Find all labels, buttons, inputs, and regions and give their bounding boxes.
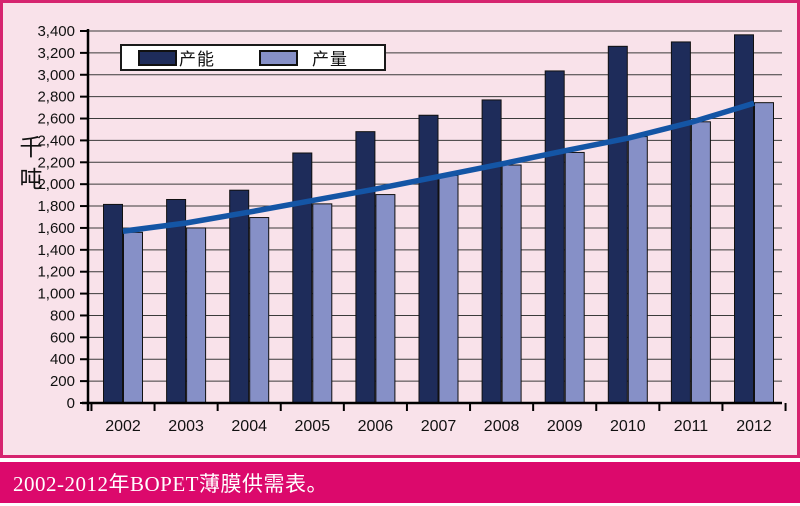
y-tick-label: 2,600 <box>37 111 75 128</box>
capacity-bar-2008 <box>481 99 502 404</box>
y-tick-label: 200 <box>50 373 75 390</box>
y-tick-label: 1,800 <box>37 198 75 215</box>
capacity-bar-2011 <box>670 41 691 404</box>
y-tick-label: 3,000 <box>37 67 75 84</box>
x-tick-label: 2004 <box>231 418 267 435</box>
capacity-bar-2012 <box>734 34 754 404</box>
trend-line <box>122 100 755 234</box>
output-bar-2002 <box>123 231 143 404</box>
y-tick-label: 1,400 <box>37 242 75 259</box>
y-tick-label: 800 <box>50 307 75 324</box>
capacity-label: 产能 <box>179 50 215 69</box>
legend-item-capacity: 产能 <box>138 45 215 70</box>
y-tick-label: 0 <box>67 395 75 412</box>
x-tick-label: 2008 <box>484 418 520 435</box>
x-tick-label: 2010 <box>610 418 646 435</box>
output-bar-2004 <box>249 217 270 404</box>
output-bar-2003 <box>186 227 207 404</box>
output-bar-2008 <box>501 164 522 404</box>
capacity-bar-2003 <box>166 198 187 404</box>
legend: 产能 产量 <box>120 44 386 71</box>
output-bar-2012 <box>754 102 774 404</box>
y-tick-label: 2,400 <box>37 132 75 149</box>
output-bar-2005 <box>312 203 333 404</box>
caption-bar: 2002-2012年BOPET薄膜供需表。 <box>0 462 800 503</box>
y-axis-title: 千吨 <box>16 135 42 199</box>
output-bar-2011 <box>690 121 711 404</box>
y-tick-label: 1,600 <box>37 220 75 237</box>
capacity-bar-2002 <box>103 203 123 404</box>
capacity-bar-2005 <box>292 152 313 404</box>
x-tick-label: 2011 <box>674 418 709 435</box>
output-bar-2007 <box>438 174 459 404</box>
y-tick-label: 2,800 <box>37 89 75 106</box>
y-tick-label: 600 <box>50 329 75 346</box>
capacity-bar-2009 <box>544 70 565 404</box>
y-tick-label: 400 <box>50 351 75 368</box>
y-tick-label: 1,200 <box>37 264 75 281</box>
x-tick-label: 2009 <box>547 418 583 435</box>
x-tick-label: 2006 <box>358 418 394 435</box>
output-label: 产量 <box>312 50 348 69</box>
x-tick-label: 2002 <box>105 418 141 435</box>
capacity-bar-2010 <box>607 45 628 404</box>
legend-item-output: 产量 <box>259 45 348 70</box>
y-tick-label: 2,200 <box>37 154 75 171</box>
x-tick-label: 2007 <box>421 418 457 435</box>
y-tick-label: 3,200 <box>37 45 75 62</box>
y-tick-label: 3,400 <box>37 23 75 40</box>
x-tick-label: 2012 <box>736 418 772 435</box>
y-tick-label: 1,000 <box>37 286 75 303</box>
capacity-bar-2004 <box>229 189 250 404</box>
x-tick-label: 2003 <box>168 418 204 435</box>
capacity-bar-2006 <box>355 131 376 404</box>
y-tick-label: 2,000 <box>37 176 75 193</box>
capacity-bar-2007 <box>418 114 439 404</box>
x-tick-label: 2005 <box>295 418 331 435</box>
caption-text: 2002-2012年BOPET薄膜供需表。 <box>13 471 328 496</box>
output-bar-2006 <box>375 194 396 404</box>
plot-svg: 0 200 400 600 800 1,000 1,200 1,400 1,600 1,800 2,… <box>37 23 787 435</box>
capacity-swatch <box>138 49 177 66</box>
output-bar-2009 <box>564 151 585 404</box>
chart-panel: 0 200 400 600 800 1,000 1,200 1,400 1,600 1,800 2,… <box>0 0 800 458</box>
output-bar-2010 <box>627 136 648 404</box>
output-swatch <box>259 49 298 66</box>
